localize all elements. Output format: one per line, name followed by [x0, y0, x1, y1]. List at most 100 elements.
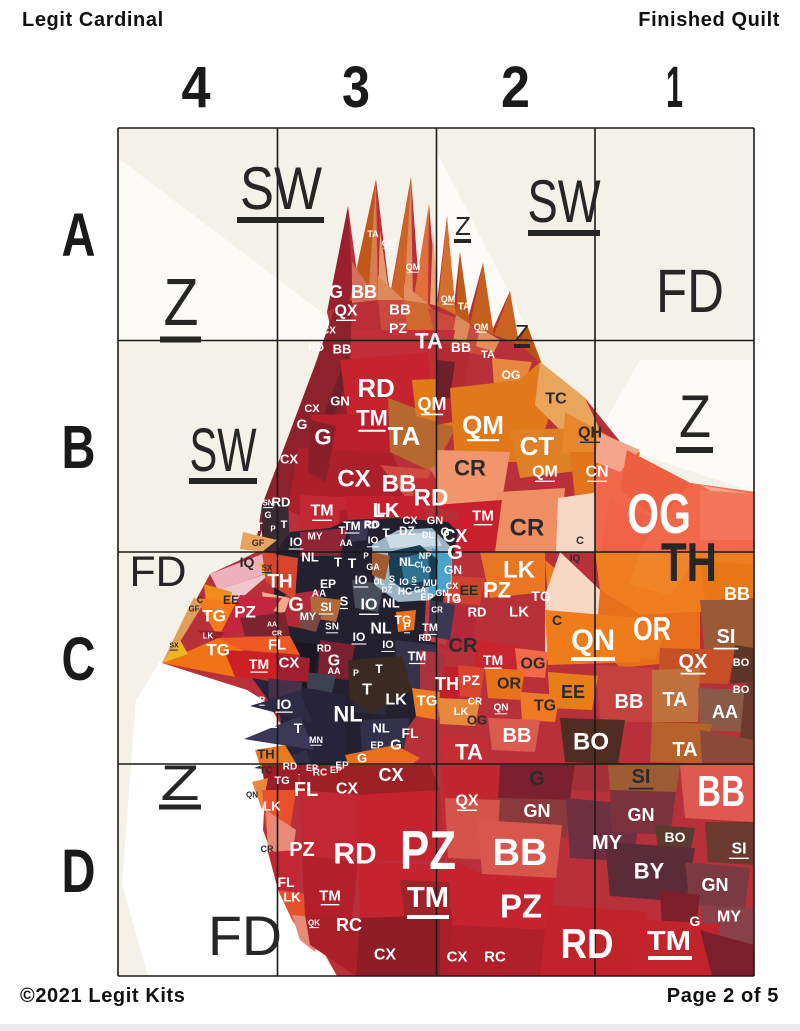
svg-text:RC: RC	[336, 915, 362, 935]
svg-text:FL: FL	[277, 874, 295, 890]
svg-text:IO: IO	[423, 566, 431, 575]
svg-text:RD: RD	[419, 633, 432, 643]
svg-text:C: C	[62, 625, 96, 693]
svg-text:EE: EE	[561, 682, 585, 702]
svg-text:TH: TH	[661, 531, 717, 593]
svg-text:OR: OR	[633, 610, 671, 647]
svg-text:Z: Z	[455, 211, 471, 241]
svg-text:TA: TA	[662, 689, 687, 711]
svg-text:G: G	[329, 282, 343, 302]
svg-text:OL: OL	[373, 578, 384, 587]
svg-text:TG: TG	[395, 613, 412, 627]
svg-text:RC: RC	[484, 949, 506, 966]
svg-text:3: 3	[342, 55, 370, 120]
svg-text:CX: CX	[322, 326, 336, 337]
svg-text:TM: TM	[472, 508, 494, 525]
svg-text:GA: GA	[414, 586, 426, 595]
svg-text:TG: TG	[534, 698, 556, 715]
svg-text:FD: FD	[656, 257, 724, 325]
svg-text:TA: TA	[388, 421, 421, 451]
svg-text:TM: TM	[310, 503, 333, 520]
svg-text:HC: HC	[398, 587, 412, 598]
svg-text:SW: SW	[528, 168, 601, 235]
svg-text:RC: RC	[313, 768, 327, 779]
svg-text:CX: CX	[378, 765, 403, 785]
svg-text:DZ: DZ	[382, 586, 393, 595]
svg-text:EP: EP	[320, 577, 336, 591]
svg-text:CX: CX	[402, 515, 418, 527]
svg-text:CX: CX	[336, 781, 359, 798]
svg-text:LK: LK	[385, 692, 407, 709]
svg-text:IO: IO	[382, 639, 394, 651]
svg-text:RD: RD	[364, 519, 380, 531]
svg-text:QX: QX	[334, 303, 357, 320]
svg-text:Z: Z	[679, 383, 711, 450]
svg-text:RD: RD	[283, 762, 297, 773]
svg-text:GN: GN	[524, 801, 551, 821]
svg-text:OG: OG	[502, 368, 521, 382]
svg-text:QM: QM	[462, 410, 504, 440]
svg-text:IO: IO	[353, 630, 366, 644]
svg-text:TG: TG	[417, 693, 438, 710]
svg-text:QH: QH	[578, 425, 602, 442]
svg-text:SI: SI	[731, 841, 746, 858]
svg-text:BB: BB	[451, 339, 471, 355]
svg-text:S: S	[411, 576, 417, 585]
svg-text:EP: EP	[420, 593, 434, 604]
svg-text:S: S	[389, 574, 395, 584]
svg-text:G: G	[390, 737, 402, 754]
svg-text:TH: TH	[435, 674, 459, 694]
svg-text:EP: EP	[330, 765, 342, 775]
svg-text:GN: GN	[330, 394, 350, 409]
svg-text:QM: QM	[441, 294, 456, 304]
svg-text:G: G	[328, 653, 340, 670]
svg-text:TA: TA	[672, 739, 697, 761]
svg-text:1: 1	[666, 55, 683, 120]
svg-text:T: T	[375, 662, 383, 676]
svg-text:BO: BO	[665, 829, 686, 845]
svg-text:BB: BB	[615, 691, 644, 713]
svg-text:IO: IO	[399, 577, 409, 587]
svg-text:EP: EP	[335, 761, 349, 772]
svg-text:LK: LK	[509, 604, 529, 621]
svg-text:PZ: PZ	[462, 672, 480, 688]
svg-text:QM: QM	[406, 262, 421, 272]
svg-text:TM: TM	[647, 925, 691, 956]
svg-text:TH: TH	[267, 572, 292, 593]
svg-text:IQ: IQ	[570, 554, 581, 565]
svg-text:AA: AA	[328, 666, 341, 676]
svg-text:G: G	[447, 542, 463, 564]
svg-text:P: P	[259, 695, 265, 705]
svg-text:NL: NL	[382, 596, 399, 611]
svg-text:T: T	[362, 682, 372, 699]
svg-text:FD: FD	[208, 904, 282, 967]
svg-text:QM: QM	[382, 238, 397, 248]
svg-text:FD: FD	[130, 548, 187, 596]
svg-text:IO: IO	[361, 597, 378, 614]
svg-text:EE: EE	[460, 582, 479, 598]
svg-text:BB: BB	[697, 767, 745, 816]
svg-text:TG: TG	[445, 592, 460, 604]
svg-text:QN: QN	[246, 791, 258, 800]
svg-text:CX: CX	[279, 655, 300, 672]
svg-text:BB: BB	[351, 282, 377, 302]
svg-text:G: G	[288, 594, 304, 616]
svg-text:LK: LK	[503, 557, 536, 584]
svg-text:DL: DL	[422, 530, 434, 540]
svg-text:BB: BB	[389, 302, 411, 319]
svg-text:FL: FL	[401, 725, 419, 741]
svg-text:MY: MY	[592, 832, 623, 854]
svg-text:CR: CR	[272, 631, 282, 638]
svg-text:G: G	[440, 525, 449, 539]
svg-text:P: P	[363, 552, 369, 561]
svg-text:T: T	[334, 555, 342, 570]
svg-text:OG: OG	[521, 656, 546, 673]
svg-text:Z: Z	[515, 320, 529, 346]
svg-text:RD: RD	[308, 342, 324, 354]
svg-text:C: C	[197, 595, 204, 605]
svg-text:Z: Z	[161, 755, 200, 811]
svg-text:G: G	[690, 913, 701, 929]
svg-text:MN: MN	[309, 735, 323, 745]
svg-text:NL: NL	[301, 550, 318, 565]
svg-text:BB: BB	[503, 725, 532, 747]
